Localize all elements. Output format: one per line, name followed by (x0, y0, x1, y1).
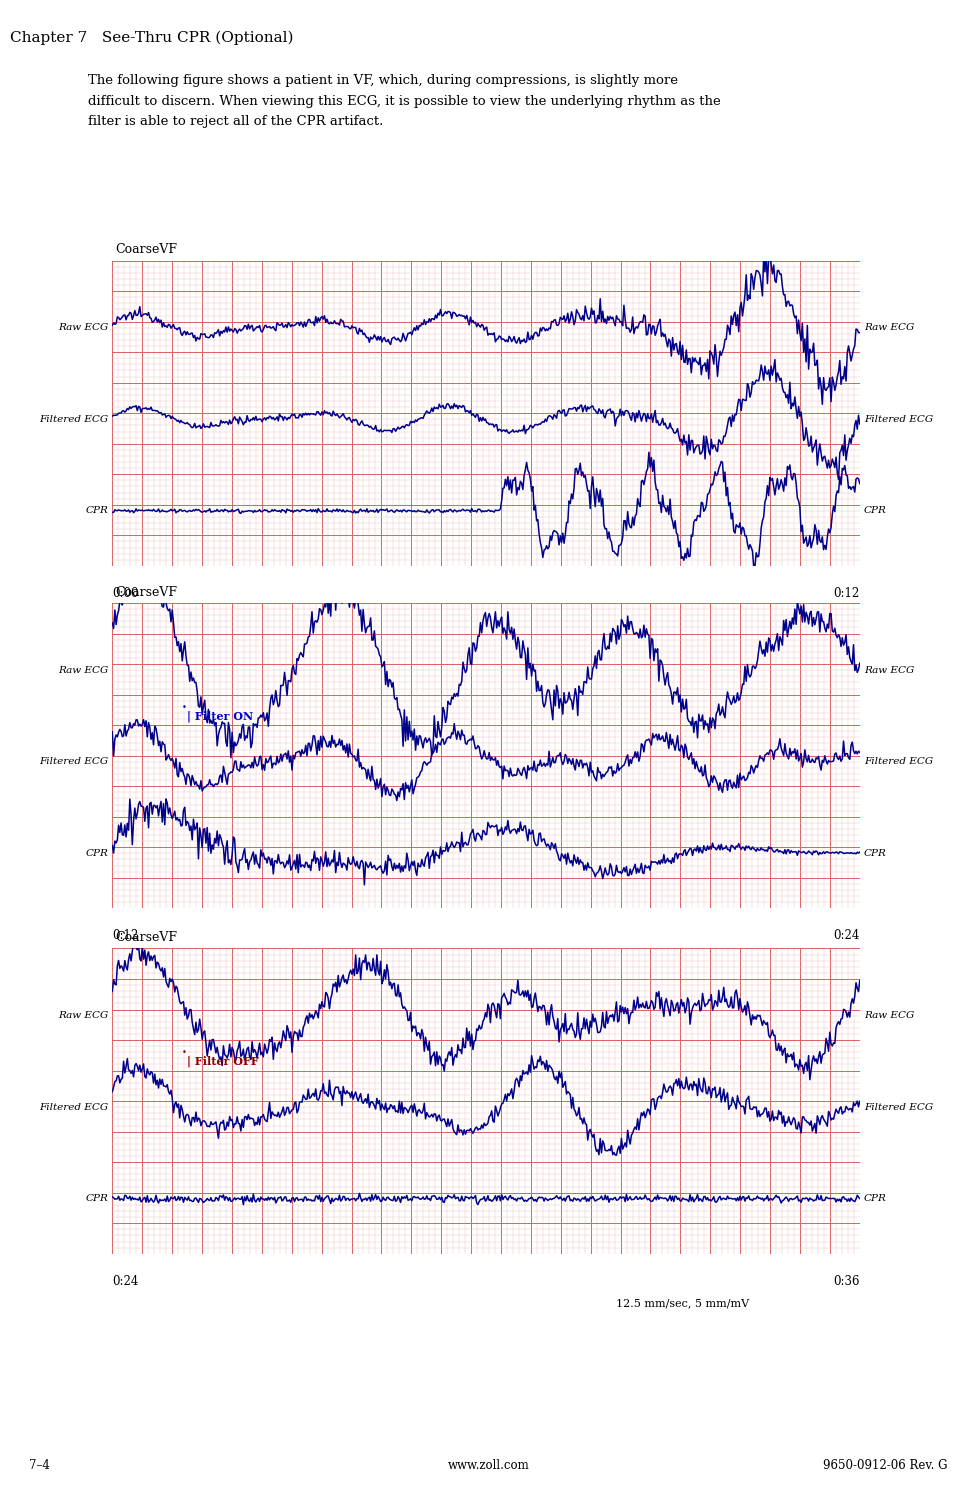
Text: | Filter ON: | Filter ON (188, 710, 253, 722)
Text: 0:24: 0:24 (112, 1275, 139, 1288)
Text: 9650-0912-06 Rev. G: 9650-0912-06 Rev. G (824, 1459, 948, 1473)
Text: Raw ECG: Raw ECG (59, 666, 108, 675)
Text: Raw ECG: Raw ECG (864, 1011, 913, 1020)
Text: Filtered ECG: Filtered ECG (39, 758, 108, 767)
Text: CPR: CPR (864, 506, 886, 515)
Text: CPR: CPR (86, 506, 108, 515)
Text: Raw ECG: Raw ECG (59, 1011, 108, 1020)
Text: CoarseVF: CoarseVF (115, 243, 177, 256)
Text: 12.5 mm/sec, 5 mm/mV: 12.5 mm/sec, 5 mm/mV (616, 1298, 748, 1309)
Text: www.zoll.com: www.zoll.com (447, 1459, 530, 1473)
Text: 0:12: 0:12 (833, 587, 860, 600)
Text: •: • (182, 703, 187, 712)
Text: •: • (182, 1048, 187, 1057)
Text: 0:36: 0:36 (833, 1275, 860, 1288)
Text: Filtered ECG: Filtered ECG (864, 415, 933, 424)
Text: CPR: CPR (864, 1194, 886, 1203)
Text: CPR: CPR (86, 849, 108, 858)
Text: | Filter OFF: | Filter OFF (188, 1056, 259, 1068)
Text: CoarseVF: CoarseVF (115, 931, 177, 944)
Text: Raw ECG: Raw ECG (59, 323, 108, 332)
Text: CPR: CPR (86, 1194, 108, 1203)
Text: The following figure shows a patient in VF, which, during compressions, is sligh: The following figure shows a patient in … (88, 74, 721, 128)
Text: Filtered ECG: Filtered ECG (39, 415, 108, 424)
Text: Raw ECG: Raw ECG (864, 666, 913, 675)
Text: Filtered ECG: Filtered ECG (864, 1103, 933, 1112)
Text: 0:12: 0:12 (112, 929, 139, 943)
Text: CPR: CPR (864, 849, 886, 858)
Text: 0:24: 0:24 (833, 929, 860, 943)
Text: Filtered ECG: Filtered ECG (864, 758, 933, 767)
Text: Filtered ECG: Filtered ECG (39, 1103, 108, 1112)
Text: 0:00: 0:00 (112, 587, 139, 600)
Text: CoarseVF: CoarseVF (115, 585, 177, 599)
Text: 7–4: 7–4 (29, 1459, 50, 1473)
Text: Raw ECG: Raw ECG (864, 323, 913, 332)
Text: Chapter 7   See-Thru CPR (Optional): Chapter 7 See-Thru CPR (Optional) (10, 31, 293, 45)
